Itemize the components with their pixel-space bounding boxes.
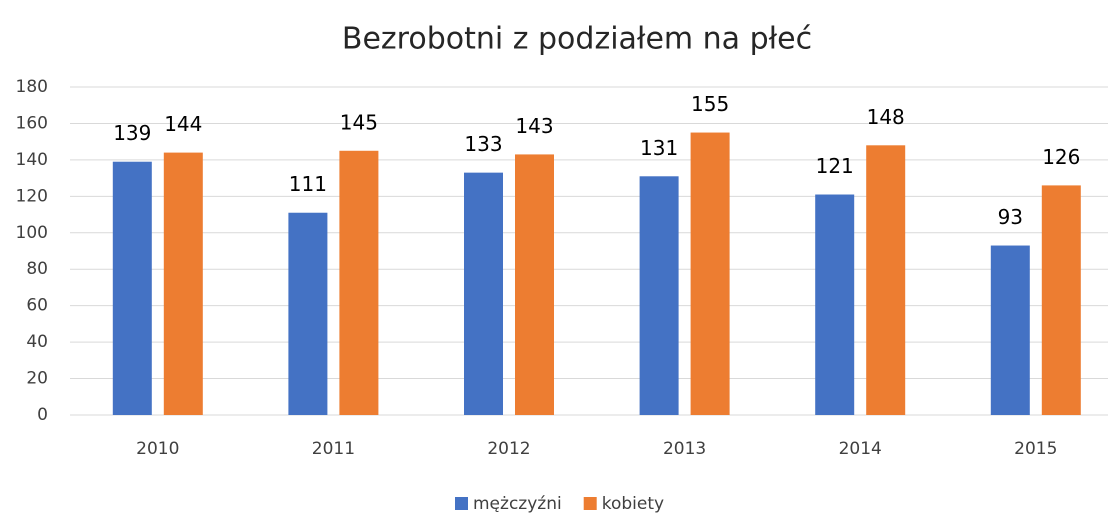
- bar: [1041, 185, 1081, 415]
- y-tick-label: 80: [26, 259, 48, 279]
- bar: [990, 245, 1030, 415]
- x-tick-label: 2015: [1014, 439, 1057, 459]
- bar: [288, 212, 328, 415]
- legend-label: mężczyźni: [473, 494, 562, 514]
- data-label: 93: [998, 205, 1023, 229]
- y-tick-label: 140: [16, 150, 48, 170]
- x-tick-label: 2012: [487, 439, 530, 459]
- chart-title: Bezrobotni z podziałem na płeć: [342, 22, 812, 57]
- y-tick-label: 100: [16, 223, 48, 243]
- x-tick-label: 2011: [312, 439, 355, 459]
- y-tick-label: 20: [26, 369, 48, 389]
- legend-swatch: [455, 497, 468, 510]
- bar: [690, 132, 730, 416]
- data-label: 133: [464, 132, 502, 156]
- data-label: 126: [1042, 145, 1080, 169]
- data-label: 148: [867, 105, 905, 129]
- bar: [639, 176, 679, 415]
- y-tick-label: 60: [26, 296, 48, 316]
- data-label: 145: [340, 110, 378, 134]
- x-tick-label: 2013: [663, 439, 706, 459]
- data-label: 121: [816, 154, 854, 178]
- y-tick-label: 120: [16, 186, 48, 206]
- bar: [112, 161, 152, 415]
- data-label: 143: [515, 114, 553, 138]
- x-tick-label: 2010: [136, 439, 179, 459]
- y-tick-label: 180: [16, 77, 48, 97]
- bar: [339, 150, 379, 415]
- bar: [866, 145, 906, 416]
- x-tick-label: 2014: [839, 439, 882, 459]
- y-tick-label: 0: [37, 405, 48, 425]
- data-label: 111: [289, 172, 327, 196]
- data-label: 131: [640, 136, 678, 160]
- legend-swatch: [583, 497, 597, 510]
- bar: [464, 172, 503, 415]
- data-label: 144: [164, 112, 202, 136]
- y-tick-label: 160: [16, 113, 48, 133]
- data-label: 155: [691, 92, 729, 116]
- data-label: 139: [113, 121, 151, 145]
- legend-label: kobiety: [602, 494, 664, 514]
- y-tick-label: 40: [26, 332, 48, 352]
- bar: [515, 154, 554, 415]
- bar: [163, 152, 203, 415]
- bar: [815, 194, 855, 415]
